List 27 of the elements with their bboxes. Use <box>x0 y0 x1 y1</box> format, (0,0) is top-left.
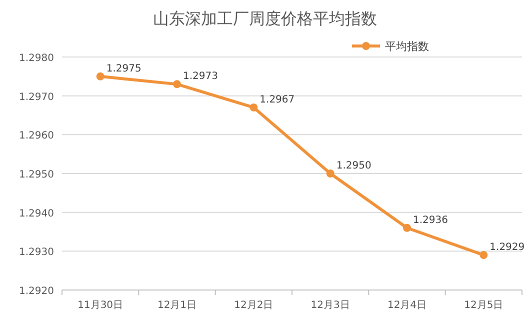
point <box>326 170 334 178</box>
y-tick-label: 1.2950 <box>19 170 54 180</box>
point <box>250 103 258 112</box>
y-tick-label: 1.2960 <box>19 130 54 142</box>
x-tick-label: 12月1日 <box>157 300 197 311</box>
y-tick-label: 1.2930 <box>19 247 54 258</box>
x-tick-label: 11月30日 <box>78 300 124 311</box>
x-tick-label: 12月5日 <box>464 300 504 311</box>
x-tick-label: 12月4日 <box>387 300 427 311</box>
data-label: 1.2950 <box>336 160 372 172</box>
y-tick-label: 1.2920 <box>19 286 54 297</box>
data-label: 1.2973 <box>183 71 218 82</box>
title: 山东深加工厂周度价格平均指数 <box>153 9 377 28</box>
y-tick-label: 1.2980 <box>19 53 54 64</box>
y-tick-label: 1.2970 <box>19 92 54 103</box>
point <box>403 224 411 232</box>
data-label: 1.2967 <box>260 94 295 106</box>
y-tick-label: 1.2940 <box>19 208 54 220</box>
data-label: 1.2975 <box>106 63 142 74</box>
point <box>480 251 488 260</box>
data-label: 1.2936 <box>413 214 448 226</box>
point <box>96 72 104 80</box>
legend-label: 平均指数 <box>385 40 429 53</box>
x-tick-label: 12月3日 <box>310 300 350 311</box>
data-label: 1.2929 <box>490 242 525 254</box>
point <box>173 80 181 88</box>
x-tick-label: 12月2日 <box>234 300 274 311</box>
